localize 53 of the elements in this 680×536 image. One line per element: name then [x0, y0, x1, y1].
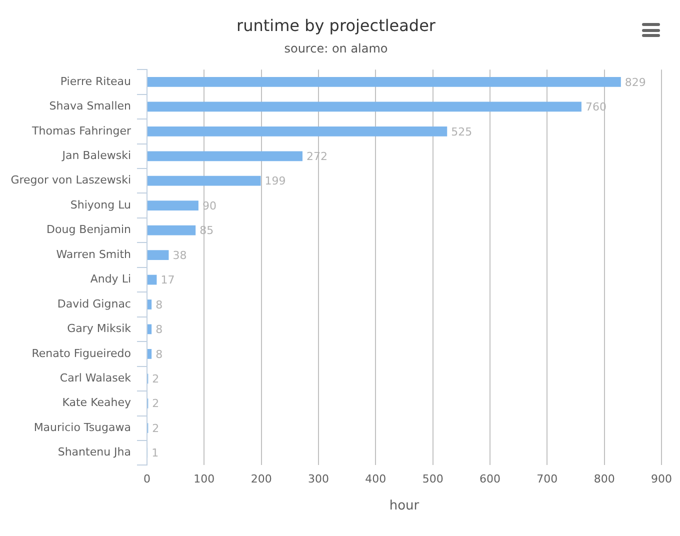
data-label: 8	[156, 323, 163, 336]
chart-title: runtime by projectleader	[236, 16, 436, 35]
bar	[148, 250, 169, 260]
x-tick-label: 600	[480, 472, 500, 486]
x-tick-label: 800	[594, 472, 615, 486]
data-label: 2	[152, 397, 160, 410]
y-tick-label: Mauricio Tsugawa	[34, 420, 131, 434]
y-tick-label: Doug Benjamin	[46, 223, 132, 236]
bar	[148, 77, 621, 87]
data-label: 2	[152, 422, 160, 435]
y-tick-label: Shantenu Jha	[58, 446, 131, 459]
bar	[148, 324, 152, 334]
x-tick-label: 400	[365, 472, 386, 486]
x-axis-title: hour	[389, 498, 420, 514]
bar	[148, 200, 198, 211]
y-tick-label: Warren Smith	[56, 248, 132, 261]
x-tick-label: 300	[308, 472, 329, 486]
y-tick-label: Carl Walasek	[60, 372, 132, 385]
data-label: 829	[624, 76, 646, 89]
data-label: 38	[172, 248, 187, 262]
y-tick-label: Thomas Fahringer	[31, 124, 132, 138]
data-label: 17	[160, 274, 175, 287]
y-tick-label: Gary Miksik	[67, 322, 132, 336]
data-label: 1	[152, 446, 159, 460]
bar	[148, 300, 152, 310]
bar	[148, 102, 582, 112]
x-tick-label: 100	[194, 472, 215, 486]
x-tick-label: 200	[250, 472, 272, 486]
y-tick-label: Shava Smallen	[49, 100, 132, 113]
data-label: 2	[152, 372, 160, 386]
y-tick-label: Kate Keahey	[62, 396, 132, 410]
bar	[148, 225, 196, 236]
y-tick-label: Shiyong Lu	[70, 198, 131, 212]
x-tick-label: 500	[422, 472, 444, 486]
y-tick-label: David Gignac	[57, 297, 131, 310]
bar	[148, 348, 152, 359]
chart-subtitle: source: on alamo	[284, 42, 388, 56]
x-tick-label: 700	[536, 472, 558, 486]
bar	[148, 126, 448, 136]
data-label: 199	[264, 174, 286, 188]
y-tick-label: Jan Balewski	[61, 148, 131, 162]
x-tick-label: 0	[144, 472, 150, 486]
y-tick-label: Gregor von Laszewski	[10, 174, 131, 187]
data-label: 525	[451, 125, 472, 138]
y-tick-label: Andy Li	[90, 272, 131, 286]
bar	[148, 274, 157, 285]
data-label: 8	[156, 348, 163, 361]
y-tick-label: Renato Figueiredo	[32, 346, 132, 360]
y-tick-label: Pierre Riteau	[60, 74, 131, 88]
data-label: 8	[156, 298, 163, 312]
bar	[148, 176, 261, 186]
x-tick-label: 900	[651, 472, 672, 486]
bar	[148, 151, 302, 162]
